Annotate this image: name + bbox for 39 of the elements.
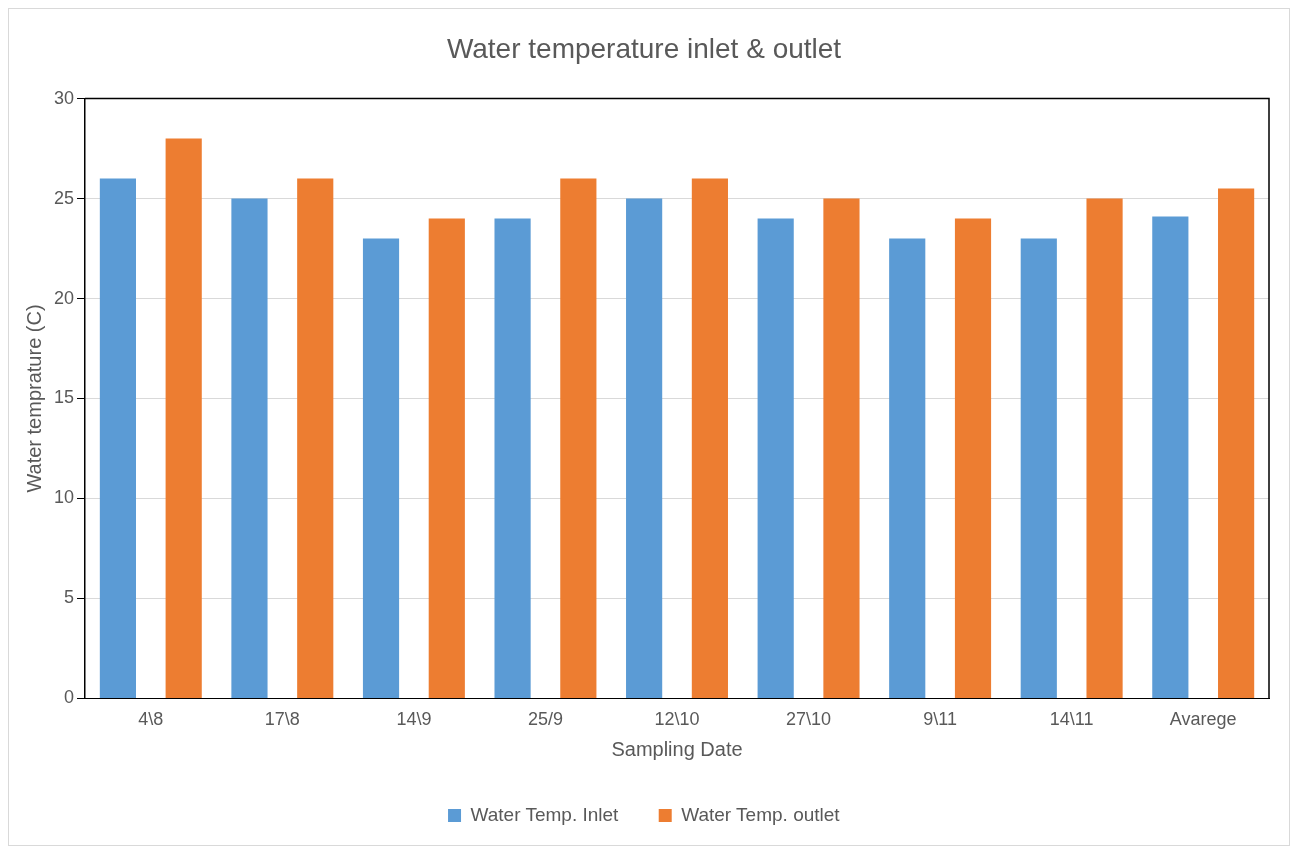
bar bbox=[757, 218, 794, 698]
y-tick-label: 25 bbox=[53, 187, 75, 208]
x-tick-label: 14\11 bbox=[1049, 709, 1094, 730]
bar bbox=[1086, 198, 1123, 698]
bar bbox=[362, 238, 400, 698]
bar bbox=[691, 178, 728, 698]
y-tick-label: 30 bbox=[53, 87, 75, 108]
y-tick-label: 15 bbox=[53, 387, 75, 408]
x-tick-label: 4\8 bbox=[138, 709, 164, 730]
bar bbox=[494, 218, 531, 698]
bar bbox=[231, 198, 268, 698]
bar bbox=[165, 138, 202, 698]
bar bbox=[99, 178, 136, 698]
y-tick-label: 20 bbox=[53, 287, 75, 308]
y-tick-label: 0 bbox=[64, 687, 75, 708]
y-tick-label: 10 bbox=[53, 487, 75, 508]
x-tick-label: 14\9 bbox=[396, 709, 432, 730]
x-tick-label: 12\10 bbox=[654, 709, 700, 730]
x-tick-label: 27\10 bbox=[786, 709, 832, 730]
x-tick-label: 17\8 bbox=[264, 709, 300, 730]
bar bbox=[560, 178, 597, 698]
bar bbox=[954, 218, 992, 698]
legend-label: Water Temp. outlet bbox=[681, 803, 841, 825]
x-tick-label: Avarege bbox=[1169, 709, 1237, 730]
bar bbox=[889, 238, 926, 698]
bar bbox=[626, 198, 663, 698]
x-axis-title: Sampling Date bbox=[611, 737, 743, 760]
bar bbox=[823, 198, 860, 698]
y-axis-title: Water temprature (C) bbox=[22, 304, 45, 493]
x-tick-label: 9\11 bbox=[923, 709, 957, 730]
chart-title: Water temperature inlet & outlet bbox=[446, 32, 842, 64]
x-tick-label: 25/9 bbox=[527, 709, 563, 730]
bar bbox=[1152, 216, 1189, 698]
bar bbox=[428, 218, 465, 698]
legend-label: Water Temp. Inlet bbox=[470, 803, 620, 825]
y-tick-label: 5 bbox=[64, 587, 75, 608]
bar bbox=[297, 178, 334, 698]
bar bbox=[1218, 188, 1255, 698]
bar bbox=[1020, 238, 1057, 698]
